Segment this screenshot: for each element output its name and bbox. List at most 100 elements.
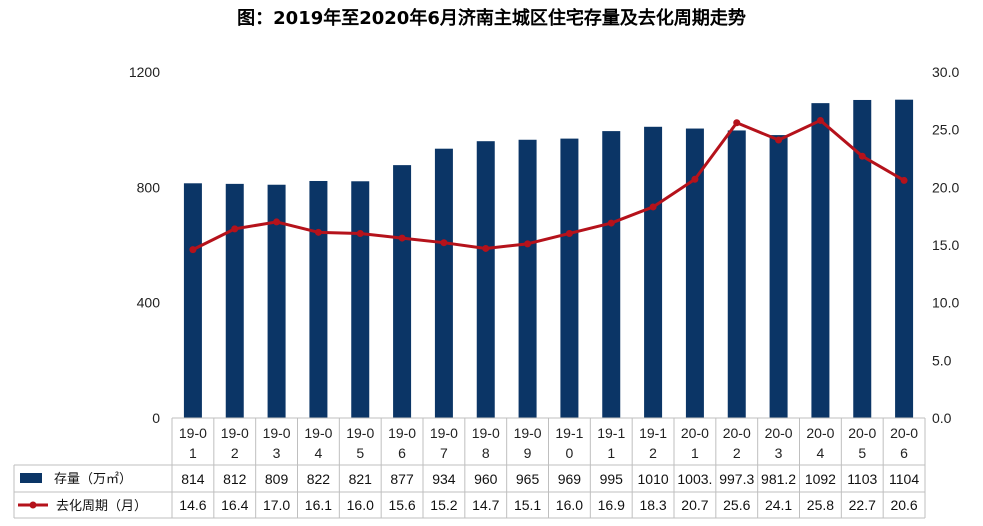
x-tick-label: 5: [858, 445, 866, 461]
y-left-tick-label: 800: [137, 179, 161, 195]
x-tick-label: 8: [482, 445, 490, 461]
x-tick-label: 6: [900, 445, 908, 461]
x-tick-label: 19-0: [388, 425, 416, 441]
y-left-tick-label: 400: [137, 295, 161, 311]
line-point-5: [356, 229, 364, 237]
bar-7: [434, 148, 453, 419]
legend-bar-swatch: [20, 473, 42, 483]
x-tick-label: 20-0: [765, 425, 793, 441]
table-cell-cycle: 16.1: [305, 497, 332, 513]
x-tick-label: 7: [440, 445, 448, 461]
x-tick-label: 2: [649, 445, 657, 461]
bar-15: [769, 135, 788, 418]
x-tick-label: 3: [273, 445, 281, 461]
table-cell-stock: 1010: [638, 471, 669, 487]
x-tick-label: 19-1: [555, 425, 583, 441]
x-tick-label: 1: [607, 445, 615, 461]
legend-line-label: 去化周期（月）: [56, 499, 147, 514]
table-cell-stock: 995: [600, 471, 624, 487]
table-cell-stock: 969: [558, 471, 582, 487]
bar-11: [602, 131, 621, 418]
line-point-16: [816, 116, 824, 124]
line-point-2: [231, 225, 239, 233]
bar-10: [560, 138, 579, 419]
bar-16: [811, 103, 830, 418]
x-tick-label: 19-0: [304, 425, 332, 441]
bar-2: [225, 183, 244, 418]
table-cell-stock: 821: [349, 471, 373, 487]
table-cell-stock: 1092: [805, 471, 836, 487]
table-cell-cycle: 20.6: [890, 497, 917, 513]
y-left-tick-label: 0: [152, 410, 160, 426]
x-tick-label: 1: [691, 445, 699, 461]
bar-12: [644, 126, 663, 419]
table-cell-stock: 809: [265, 471, 289, 487]
bar-18: [895, 99, 914, 419]
bar-5: [351, 181, 370, 418]
table-cell-stock: 981.2: [761, 471, 796, 487]
x-tick-label: 1: [189, 445, 197, 461]
line-point-4: [314, 228, 322, 236]
x-tick-label: 2: [733, 445, 741, 461]
x-tick-label: 20-0: [806, 425, 834, 441]
table-cell-cycle: 16.0: [556, 497, 583, 513]
x-tick-label: 19-0: [430, 425, 458, 441]
line-series: [192, 118, 905, 251]
x-tick-label: 3: [775, 445, 783, 461]
bar-8: [476, 141, 495, 418]
line-point-9: [524, 240, 532, 248]
table-cell-stock: 1103: [847, 471, 877, 487]
x-tick-label: 20-0: [723, 425, 751, 441]
x-tick-label: 20-0: [890, 425, 918, 441]
table-cell-cycle: 22.7: [849, 497, 876, 513]
y-right-tick-label: 10.0: [932, 295, 959, 311]
line-point-17: [858, 152, 866, 160]
table-cell-stock: 822: [307, 471, 331, 487]
table-cell-cycle: 15.2: [430, 497, 457, 513]
table-cell-cycle: 15.6: [388, 497, 415, 513]
x-tick-label: 19-0: [221, 425, 249, 441]
table-cell-stock: 877: [390, 471, 414, 487]
y-right-tick-label: 25.0: [932, 122, 959, 138]
table-cell-stock: 1104: [889, 471, 919, 487]
x-tick-label: 20-0: [848, 425, 876, 441]
table-cell-cycle: 15.1: [514, 497, 541, 513]
x-tick-label: 0: [566, 445, 574, 461]
x-tick-label: 20-0: [681, 425, 709, 441]
table-cell-cycle: 14.6: [179, 497, 206, 513]
legend-line-marker: [29, 501, 37, 509]
table-cell-stock: 997.3: [719, 471, 754, 487]
y-left-tick-label: 1200: [129, 64, 160, 80]
legend-bar-label: 存量（万㎡）: [54, 472, 132, 487]
y-right-tick-label: 30.0: [932, 64, 959, 80]
x-tick-label: 6: [398, 445, 406, 461]
line-point-1: [189, 246, 197, 254]
table-cell-cycle: 16.0: [347, 497, 374, 513]
bar-1: [183, 183, 202, 418]
table-cell-cycle: 25.8: [807, 497, 834, 513]
bar-4: [309, 180, 328, 418]
x-tick-label: 4: [315, 445, 323, 461]
table-cell-stock: 965: [516, 471, 540, 487]
x-tick-label: 9: [524, 445, 532, 461]
x-tick-label: 19-0: [179, 425, 207, 441]
y-right-tick-label: 15.0: [932, 237, 959, 253]
line-point-15: [775, 136, 783, 144]
bar-6: [393, 165, 412, 418]
table-cell-stock: 814: [181, 471, 205, 487]
y-right-tick-label: 5.0: [932, 352, 952, 368]
line-point-11: [607, 219, 615, 227]
x-tick-label: 4: [817, 445, 825, 461]
bar-3: [267, 184, 286, 418]
table-cell-cycle: 18.3: [639, 497, 666, 513]
x-tick-label: 19-0: [346, 425, 374, 441]
line-point-7: [440, 239, 448, 247]
table-cell-stock: 1003.: [677, 471, 712, 487]
line-point-3: [273, 218, 281, 226]
x-tick-label: 19-1: [639, 425, 667, 441]
bar-14: [727, 130, 746, 418]
line-point-8: [482, 244, 490, 252]
line-point-18: [900, 176, 908, 184]
x-tick-label: 19-0: [472, 425, 500, 441]
